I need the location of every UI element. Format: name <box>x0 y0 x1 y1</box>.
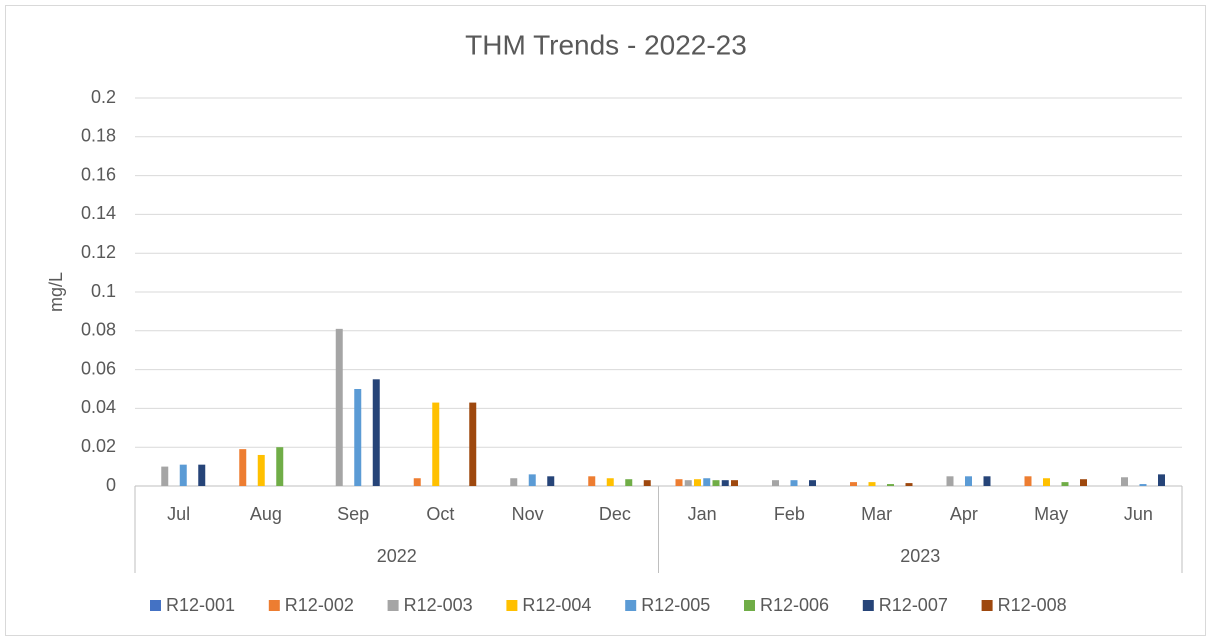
legend-swatch <box>150 600 161 611</box>
bar <box>606 478 614 486</box>
y-tick-label: 0.06 <box>81 358 116 378</box>
bar <box>694 479 701 486</box>
bar <box>965 476 972 486</box>
y-tick-label: 0.14 <box>81 203 116 223</box>
bar <box>161 466 169 486</box>
x-tick-label: Feb <box>774 504 805 524</box>
bar <box>625 479 633 486</box>
bar <box>354 389 362 486</box>
x-tick-label: May <box>1034 504 1068 524</box>
legend-swatch <box>506 600 518 611</box>
legend-swatch <box>862 600 874 611</box>
chart-border <box>5 5 1206 636</box>
x-tick-label: Jan <box>688 504 717 524</box>
bar <box>1061 482 1069 486</box>
bar <box>703 478 711 486</box>
y-tick-label: 0.08 <box>81 320 116 340</box>
legend-swatch <box>744 600 755 611</box>
group-label: 2022 <box>377 546 417 566</box>
y-tick-label: 0.02 <box>81 436 116 456</box>
legend-swatch <box>625 600 637 611</box>
bar <box>850 482 857 486</box>
legend-label: R12-003 <box>404 595 473 615</box>
bar <box>1121 477 1128 486</box>
y-tick-label: 0.12 <box>81 242 116 262</box>
bar <box>1139 484 1147 486</box>
bar <box>1043 478 1050 486</box>
legend-label: R12-001 <box>166 595 235 615</box>
bar <box>772 480 779 486</box>
bar <box>469 402 477 486</box>
bar <box>790 480 798 486</box>
bar <box>905 483 913 486</box>
x-tick-label: Jul <box>167 504 190 524</box>
bar <box>712 480 720 486</box>
chart-title: THM Trends - 2022-23 <box>465 29 747 60</box>
y-tick-label: 0.1 <box>91 281 116 301</box>
bar <box>1080 479 1087 486</box>
bar <box>528 474 536 486</box>
bar <box>588 476 596 486</box>
bar <box>983 476 991 486</box>
bar <box>179 464 187 486</box>
x-tick-label: Dec <box>599 504 631 524</box>
group-label: 2023 <box>900 546 940 566</box>
legend-label: R12-008 <box>998 595 1067 615</box>
bar <box>372 379 380 486</box>
bar <box>547 476 555 486</box>
x-tick-label: Aug <box>250 504 282 524</box>
bar <box>335 328 343 486</box>
legend-label: R12-002 <box>285 595 354 615</box>
bar <box>721 480 729 486</box>
bar <box>257 454 265 486</box>
legend-label: R12-005 <box>641 595 710 615</box>
y-tick-label: 0.2 <box>91 87 116 107</box>
bar <box>887 484 894 486</box>
bar <box>684 480 692 486</box>
bar <box>1024 476 1032 486</box>
bar <box>276 447 284 486</box>
x-tick-label: Nov <box>512 504 544 524</box>
bar <box>675 479 683 486</box>
legend-label: R12-004 <box>522 595 591 615</box>
bar <box>198 464 206 486</box>
bar <box>413 478 421 486</box>
x-tick-label: Mar <box>861 504 892 524</box>
y-tick-label: 0.04 <box>81 397 116 417</box>
legend-swatch <box>981 600 993 611</box>
bar <box>643 480 651 486</box>
legend-swatch <box>268 600 280 611</box>
bar <box>809 480 816 486</box>
bar <box>1158 474 1165 486</box>
y-axis-label: mg/L <box>46 272 66 312</box>
legend-swatch <box>387 600 399 611</box>
y-tick-label: 0 <box>106 475 116 495</box>
x-tick-label: Oct <box>426 504 454 524</box>
x-tick-label: Jun <box>1124 504 1153 524</box>
bar <box>510 478 518 486</box>
bar <box>432 402 440 486</box>
y-tick-label: 0.16 <box>81 164 116 184</box>
bar <box>946 476 954 486</box>
bar <box>239 449 247 486</box>
x-tick-label: Sep <box>337 504 369 524</box>
y-tick-label: 0.18 <box>81 126 116 146</box>
legend-label: R12-006 <box>760 595 829 615</box>
legend-label: R12-007 <box>879 595 948 615</box>
bar <box>868 482 876 486</box>
bar <box>731 480 738 486</box>
x-tick-label: Apr <box>950 504 978 524</box>
